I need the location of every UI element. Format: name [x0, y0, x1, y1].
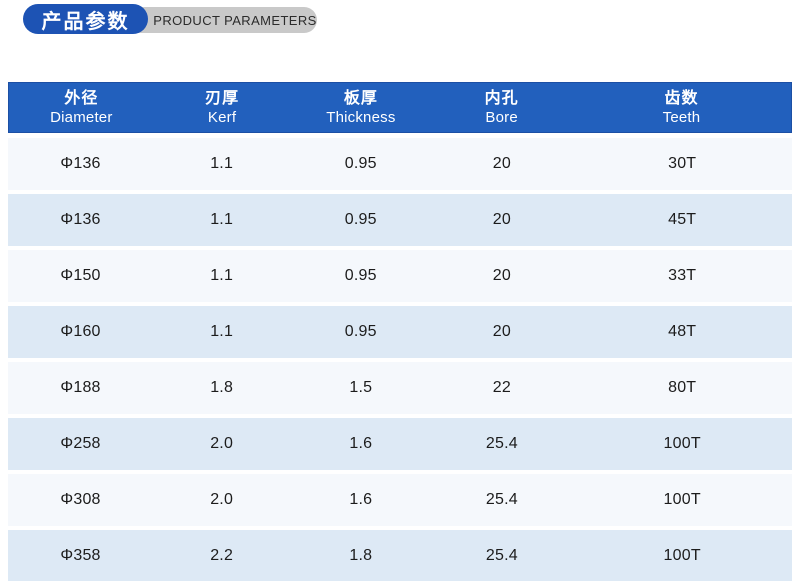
title-main-pill: 产品参数 [23, 4, 148, 34]
table-row: Φ150 1.1 0.95 20 33T [8, 250, 792, 302]
header-label-en: Thickness [326, 108, 396, 126]
header-cell-diameter: 外径 Diameter [9, 89, 154, 127]
table-cell: 1.6 [349, 435, 373, 452]
table-cell: 20 [492, 267, 511, 284]
table-cell: 22 [492, 379, 511, 396]
table-cell: 20 [492, 211, 511, 228]
table-cell: 45T [668, 211, 697, 228]
table-cell: 48T [668, 323, 697, 340]
header-label-zh: 板厚 [343, 89, 378, 107]
parameters-table: 外径 Diameter 刃厚 Kerf 板厚 Thickness 内孔 Bore 齿数 Teeth… [8, 82, 792, 581]
header-cell-teeth: 齿数 Teeth [572, 89, 791, 127]
table-cell: 25.4 [485, 435, 518, 452]
header-label-zh: 外径 [64, 89, 99, 107]
header-cell-thickness: 板厚 Thickness [291, 89, 432, 127]
section-title: PRODUCT PARAMETERS 产品参数 [0, 0, 800, 44]
table-row: Φ136 1.1 0.95 20 30T [8, 138, 792, 190]
table-cell: Φ308 [60, 491, 101, 508]
table-cell: 1.1 [210, 211, 234, 228]
table-cell: 0.95 [344, 155, 377, 172]
table-header: 外径 Diameter 刃厚 Kerf 板厚 Thickness 内孔 Bore 齿数 Teeth [8, 82, 792, 133]
table-cell: 1.1 [210, 323, 234, 340]
header-label-en: Diameter [50, 108, 113, 126]
table-cell: Φ188 [60, 379, 101, 396]
table-cell: 30T [668, 155, 697, 172]
header-label-en: Kerf [207, 108, 237, 126]
table-cell: 20 [492, 155, 511, 172]
table-cell: 25.4 [485, 491, 518, 508]
table-cell: 25.4 [485, 547, 518, 564]
table-cell: 1.1 [210, 155, 234, 172]
header-label-zh: 刃厚 [205, 89, 240, 107]
header-label-zh: 齿数 [664, 89, 699, 107]
table-row: Φ136 1.1 0.95 20 45T [8, 194, 792, 246]
table-cell: 100T [663, 547, 701, 564]
table-cell: Φ136 [60, 155, 101, 172]
table-cell: 1.8 [349, 547, 373, 564]
table-cell: Φ150 [60, 267, 101, 284]
table-cell: 20 [492, 323, 511, 340]
table-row: Φ160 1.1 0.95 20 48T [8, 306, 792, 358]
table-cell: 0.95 [344, 267, 377, 284]
table-cell: Φ258 [60, 435, 101, 452]
table-cell: 0.95 [344, 323, 377, 340]
table-cell: Φ136 [60, 211, 101, 228]
table-row: Φ188 1.8 1.5 22 80T [8, 362, 792, 414]
table-row: Φ258 2.0 1.6 25.4 100T [8, 418, 792, 470]
table-cell: 2.0 [210, 435, 234, 452]
table-cell: 100T [663, 491, 701, 508]
header-label-zh: 内孔 [484, 89, 519, 107]
table-cell: 1.1 [210, 267, 234, 284]
section-title-en: PRODUCT PARAMETERS [153, 12, 317, 28]
table-cell: 2.0 [210, 491, 234, 508]
header-cell-kerf: 刃厚 Kerf [154, 89, 291, 127]
table-cell: 0.95 [344, 211, 377, 228]
table-cell: 33T [668, 267, 697, 284]
section-title-zh: 产品参数 [41, 10, 130, 33]
table-row: Φ358 2.2 1.8 25.4 100T [8, 530, 792, 581]
table-row: Φ308 2.0 1.6 25.4 100T [8, 474, 792, 526]
table-cell: 1.6 [349, 491, 373, 508]
table-cell: Φ358 [60, 547, 101, 564]
table-cell: 80T [668, 379, 697, 396]
table-cell: 100T [663, 435, 701, 452]
table-cell: 1.8 [210, 379, 234, 396]
header-cell-bore: 内孔 Bore [431, 89, 572, 127]
header-label-en: Teeth [662, 108, 701, 126]
table-cell: 1.5 [349, 379, 373, 396]
table-cell: Φ160 [60, 323, 101, 340]
table-body: Φ136 1.1 0.95 20 30T Φ136 1.1 0.95 20 45T Φ150 1.1 0… [8, 138, 792, 581]
header-label-en: Bore [485, 108, 518, 126]
table-cell: 2.2 [210, 547, 234, 564]
